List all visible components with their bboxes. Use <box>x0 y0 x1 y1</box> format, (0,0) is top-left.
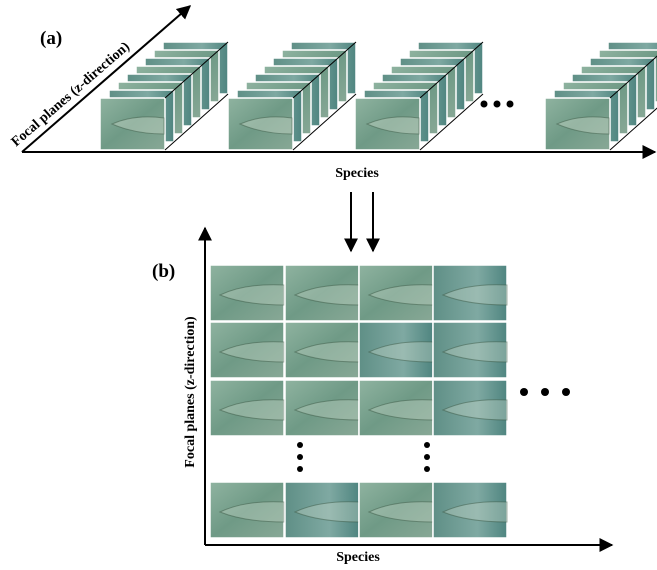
panel-label: (b) <box>152 261 175 282</box>
image-stack <box>228 42 356 150</box>
axis-label: Focal planes (z-direction) <box>183 316 198 468</box>
image-tile <box>359 380 433 436</box>
axis-label: Species <box>335 166 379 181</box>
image-tile <box>285 265 359 321</box>
image-tile <box>359 482 433 538</box>
image-tile <box>433 482 507 538</box>
image-tile <box>210 482 284 538</box>
image-tile <box>285 482 359 538</box>
arrows <box>351 192 373 251</box>
image-tile <box>359 322 433 378</box>
image-tile <box>210 380 284 436</box>
panel-b: (b) Focal planes (z-direction) Species <box>152 228 612 565</box>
image-stack <box>355 42 483 150</box>
image-tile <box>433 265 507 321</box>
image-tile <box>210 265 284 321</box>
figure: (a) Focal planes (z-direction) Species (… <box>0 0 657 570</box>
image-tile <box>359 265 433 321</box>
axis-label: Species <box>336 550 380 565</box>
image-tile <box>285 322 359 378</box>
image-tile <box>285 380 359 436</box>
panel-label: (a) <box>40 28 62 49</box>
image-tile <box>210 322 284 378</box>
panel-a: (a) Focal planes (z-direction) Species <box>9 6 657 181</box>
ellipsis <box>481 101 514 108</box>
image-stack <box>545 42 657 150</box>
image-tile <box>433 380 507 436</box>
image-tile <box>433 322 507 378</box>
